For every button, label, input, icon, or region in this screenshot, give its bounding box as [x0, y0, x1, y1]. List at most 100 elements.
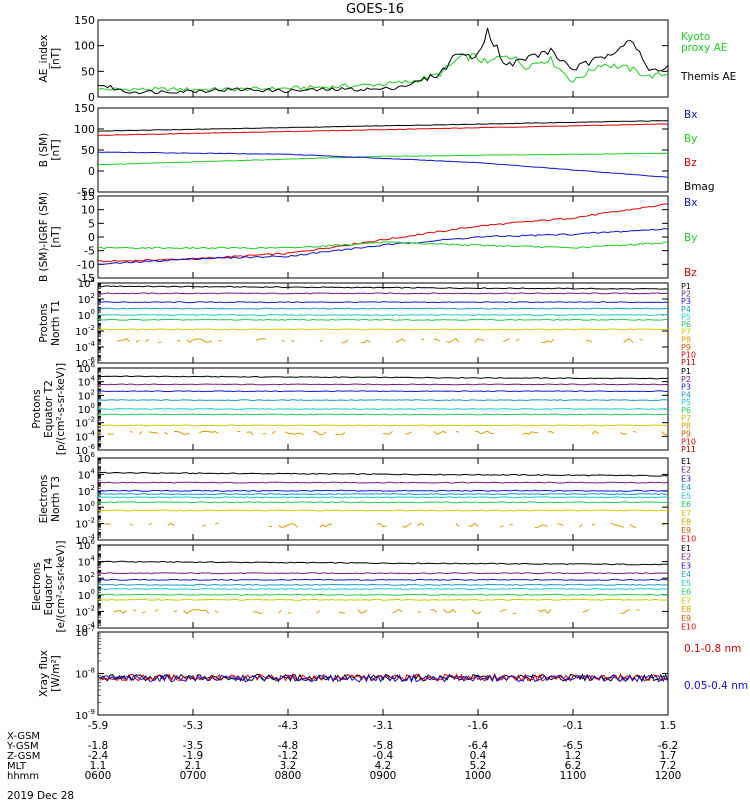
channel-line	[582, 608, 590, 613]
y-tick-label: 10-4	[75, 429, 95, 443]
x-row-value: -5.8	[373, 740, 394, 752]
channel-line	[97, 390, 669, 393]
channel-line	[97, 307, 669, 310]
channel-line	[392, 608, 403, 614]
y-axis-label: [p/(cm²-s-sr-keV)]	[55, 363, 67, 455]
channel-line	[376, 522, 387, 528]
y-tick-label: 100	[78, 402, 95, 416]
channel-line	[313, 431, 327, 436]
channel-legend: P7	[681, 328, 691, 337]
x-row-value: -1.9	[183, 750, 204, 762]
y-tick-label: 102	[78, 571, 95, 585]
y-tick-label: 10	[81, 204, 95, 217]
x-row-value: 3.2	[280, 760, 297, 772]
y-tick-label: 102	[78, 292, 95, 306]
x-row-value: 1.2	[565, 750, 582, 762]
channel-legend: E5	[681, 492, 691, 501]
channel-line	[202, 524, 206, 528]
panel-frame	[97, 195, 669, 279]
channel-line	[395, 338, 406, 343]
panel-7: 106 104 102 100 10-2 10-4 Electrons Equator T4[…	[31, 538, 696, 635]
channel-line	[278, 523, 298, 528]
x-row-value: 0800	[275, 770, 302, 782]
channel-line	[578, 523, 583, 528]
channel-line	[538, 608, 552, 614]
channel-legend: E2	[681, 553, 691, 562]
channel-line	[405, 431, 412, 435]
channel-line	[246, 431, 254, 435]
y-tick-label: 15	[81, 190, 95, 203]
series-line	[97, 53, 669, 92]
channel-legend: P10	[681, 437, 696, 446]
channel-line	[338, 611, 346, 614]
y-tick-label: 100	[74, 123, 95, 136]
y-tick-label: -50	[77, 186, 95, 199]
channel-line	[256, 338, 266, 341]
y-axis-label: [nT]	[50, 48, 62, 69]
channel-line	[154, 609, 159, 612]
y-axis-label: North T1	[50, 300, 62, 346]
channel-line	[97, 424, 669, 427]
y-axis-label: Protons	[31, 389, 43, 428]
panel-frame	[97, 544, 669, 629]
channel-legend: P9	[681, 429, 691, 438]
y-tick-label: 5	[88, 217, 95, 230]
y-axis-label: B (SM)	[38, 133, 50, 167]
legend-entry: By	[684, 133, 697, 145]
x-row-value: 1.7	[660, 750, 677, 762]
legend-entry: Bmag	[684, 181, 715, 193]
y-tick-label: 100	[78, 500, 95, 514]
channel-line	[97, 301, 669, 304]
channel-line	[97, 471, 668, 477]
y-tick-label: 100	[78, 308, 95, 322]
y-tick-label: 104	[78, 555, 96, 569]
y-tick-label: 0	[88, 91, 95, 104]
x-row-value: 4.2	[375, 760, 392, 772]
legend-entry: proxy AE	[681, 42, 727, 54]
channel-line	[474, 430, 494, 435]
channel-line	[97, 383, 669, 386]
y-tick-label: 104	[78, 467, 96, 481]
x-row-value: 5.2	[470, 760, 487, 772]
channel-line	[319, 523, 333, 528]
channel-legend: E7	[681, 509, 691, 518]
panel-8: 10-7 10-8 10-9 Xray flux [W/m²] 0.1-0.8 nm 0.0…	[38, 625, 748, 722]
channel-line	[610, 522, 624, 528]
channel-legend: P6	[681, 406, 691, 415]
y-tick-label: 10-4	[75, 533, 95, 547]
series-line	[97, 203, 669, 263]
y-tick-label: 10-6	[75, 356, 95, 370]
y-axis-label: North T3	[50, 476, 62, 522]
channel-line	[534, 524, 548, 528]
channel-legend: P11	[681, 445, 696, 454]
channel-legend: P2	[681, 375, 691, 384]
channel-line	[661, 523, 665, 526]
date-label: 2019 Dec 28	[7, 790, 74, 800]
series-line	[97, 27, 669, 95]
y-tick-label: -10	[77, 258, 95, 271]
channel-line	[620, 609, 631, 614]
channel-legend: P10	[681, 351, 696, 360]
channel-line	[360, 339, 371, 344]
x-row-value: 1000	[465, 770, 492, 782]
channel-line	[417, 522, 425, 526]
channel-line	[287, 612, 292, 614]
channel-line	[214, 610, 219, 614]
y-tick-label: 10-2	[75, 604, 95, 618]
channel-legend: P1	[681, 282, 691, 291]
channel-legend: E3	[681, 474, 691, 483]
channel-line	[97, 598, 669, 601]
y-tick-label: 10-2	[75, 416, 95, 430]
y-tick-label: 0	[88, 231, 95, 244]
channel-line	[433, 338, 441, 342]
channel-line	[291, 339, 295, 343]
legend-entry: Bx	[684, 197, 697, 209]
channel-line	[97, 292, 669, 295]
channel-line	[335, 432, 346, 436]
channel-legend: P7	[681, 414, 691, 423]
channel-line	[98, 408, 669, 410]
